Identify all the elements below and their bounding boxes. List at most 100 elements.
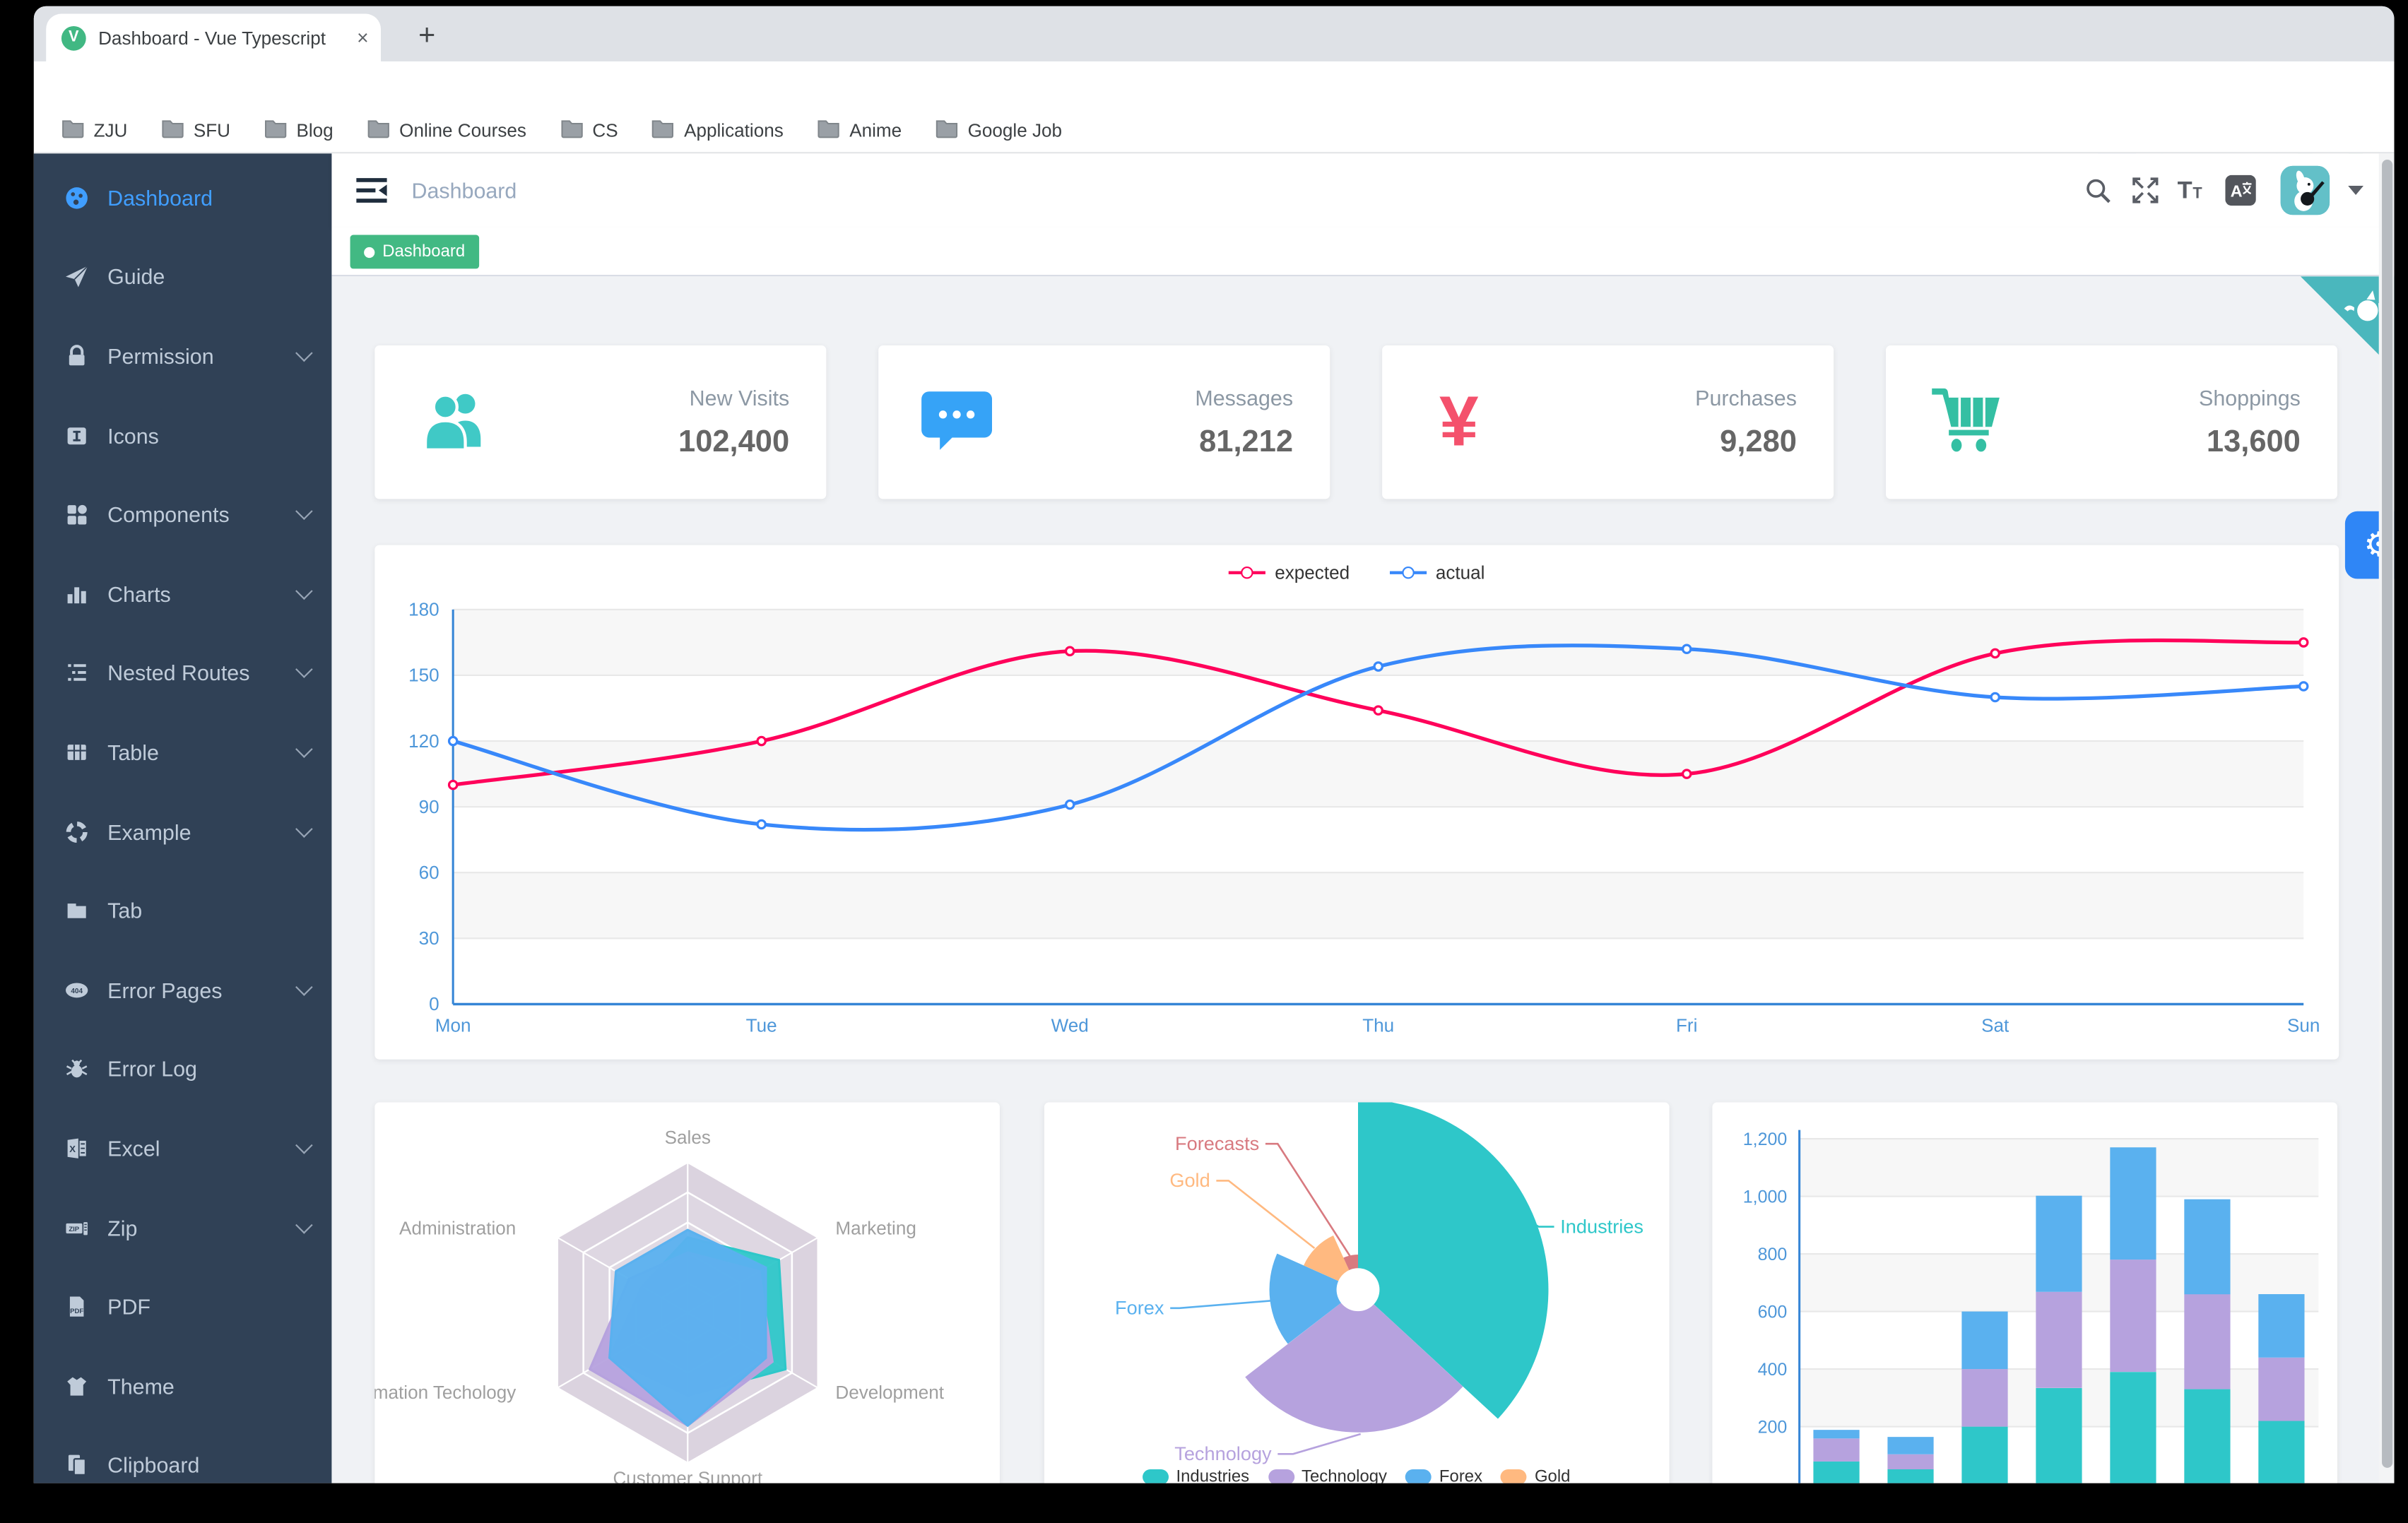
tag-dashboard[interactable]: Dashboard: [350, 235, 479, 269]
bookmark-label: Anime: [849, 119, 902, 141]
pie-chart: Industries Technology Forex Gold Forecasts: [1044, 1099, 1669, 1483]
panel-value: 13,600: [2206, 424, 2301, 458]
svg-text:X: X: [69, 1144, 76, 1154]
fullscreen-icon[interactable]: [2130, 175, 2161, 206]
translate-icon[interactable]: A: [2225, 174, 2256, 206]
sidebar-item-components[interactable]: Components: [34, 475, 332, 554]
excel-icon: X: [64, 1136, 89, 1161]
sidebar-item-nested-routes[interactable]: Nested Routes: [34, 634, 332, 713]
sidebar-item-table[interactable]: Table: [34, 713, 332, 792]
sidebar-item-label: Nested Routes: [107, 660, 250, 686]
sidebar-item-label: Dashboard: [107, 185, 213, 211]
pie-legend-item-forex[interactable]: Forex: [1405, 1468, 1482, 1483]
svg-text:ZIP: ZIP: [69, 1225, 79, 1233]
svg-text:¥: ¥: [1439, 383, 1479, 454]
panel-purchases[interactable]: ¥ Purchases 9,280: [1382, 345, 1834, 499]
sidebar: Dashboard Guide Permission Icons Components C…: [33, 153, 332, 1483]
svg-text:180: 180: [408, 599, 439, 620]
bookmark-item[interactable]: Online Courses: [367, 118, 526, 143]
user-avatar[interactable]: [2280, 165, 2330, 215]
hamburger-icon[interactable]: [356, 177, 387, 204]
pie-legend-item-industries[interactable]: Industries: [1142, 1468, 1249, 1483]
legend-item-actual[interactable]: actual: [1389, 562, 1485, 583]
avatar-caret-icon[interactable]: [2348, 185, 2363, 196]
bookmark-item[interactable]: CS: [560, 118, 618, 143]
scrollbar-thumb[interactable]: [2380, 160, 2392, 1468]
line-chart-legend[interactable]: expected actual: [374, 562, 2339, 583]
svg-text:Forecasts: Forecasts: [1174, 1132, 1258, 1154]
svg-text:Administration: Administration: [399, 1217, 516, 1238]
bookmark-item[interactable]: Blog: [264, 118, 334, 143]
theme-icon: [64, 1374, 89, 1399]
panel-text: Purchases 9,280: [1695, 384, 1797, 460]
svg-text:0: 0: [429, 993, 439, 1014]
new-tab-button[interactable]: +: [418, 20, 436, 52]
bookmark-item[interactable]: ZJU: [61, 118, 127, 143]
pie-chart-legend[interactable]: Industries Technology Forex Gold: [1044, 1468, 1669, 1483]
sidebar-item-label: Components: [107, 502, 230, 527]
svg-text:Gold: Gold: [1169, 1169, 1210, 1191]
svg-text:400: 400: [1758, 1360, 1788, 1380]
dashboard-icon: [64, 186, 89, 211]
legend-chip: [1501, 1469, 1528, 1483]
panel-new-visits[interactable]: New Visits 102,400: [374, 345, 827, 499]
chevron-down-icon: [295, 1216, 313, 1233]
chevron-down-icon: [295, 1136, 313, 1154]
bookmark-item[interactable]: Anime: [818, 118, 902, 143]
sidebar-item-error-pages[interactable]: 404 Error Pages: [34, 950, 332, 1029]
pie-legend-item-gold[interactable]: Gold: [1501, 1468, 1570, 1483]
svg-text:60: 60: [419, 862, 439, 883]
sidebar-item-error-log[interactable]: Error Log: [34, 1029, 332, 1108]
folder-icon: [560, 118, 584, 143]
legend-label: Technology: [1302, 1467, 1388, 1483]
folder-icon: [264, 118, 288, 143]
legend-chip: [1405, 1469, 1432, 1483]
chevron-down-icon: [295, 502, 313, 521]
search-icon[interactable]: [2082, 175, 2113, 206]
svg-text:404: 404: [71, 987, 83, 995]
breadcrumb[interactable]: Dashboard: [411, 178, 517, 203]
svg-text:30: 30: [419, 928, 439, 949]
svg-text:T: T: [2192, 184, 2202, 201]
tab-close-icon[interactable]: ×: [357, 25, 369, 49]
pie-legend-item-technology[interactable]: Technology: [1268, 1468, 1387, 1483]
panel-shoppings[interactable]: Shoppings 13,600: [1886, 345, 2338, 499]
folder-icon: [818, 118, 841, 143]
sidebar-item-excel[interactable]: X Excel: [34, 1109, 332, 1188]
chevron-down-icon: [295, 740, 313, 758]
sidebar-item-charts[interactable]: Charts: [34, 555, 332, 634]
sidebar-item-icons[interactable]: Icons: [34, 396, 332, 475]
sidebar-item-dashboard[interactable]: Dashboard: [34, 158, 332, 237]
panel-value: 102,400: [678, 424, 790, 458]
sidebar-item-clipboard[interactable]: Clipboard: [34, 1426, 332, 1483]
svg-text:Sat: Sat: [1981, 1015, 2009, 1036]
sidebar-item-example[interactable]: Example: [34, 792, 332, 871]
sidebar-item-zip[interactable]: ZIP Zip: [34, 1188, 332, 1267]
sidebar-item-guide[interactable]: Guide: [34, 237, 332, 316]
bug-icon: [64, 1057, 89, 1081]
money-icon: ¥: [1425, 381, 1493, 461]
nested-icon: [64, 660, 89, 685]
legend-marker: [1389, 567, 1427, 579]
bookmark-item[interactable]: Applications: [651, 118, 784, 143]
legend-item-expected[interactable]: expected: [1229, 562, 1350, 583]
panel-messages[interactable]: Messages 81,212: [878, 345, 1330, 499]
sidebar-item-label: Excel: [107, 1136, 160, 1161]
sidebar-item-pdf[interactable]: PDF PDF: [34, 1267, 332, 1346]
favicon-vue-icon: V: [61, 25, 86, 50]
sidebar-item-label: Guide: [107, 264, 165, 290]
legend-chip: [1268, 1469, 1294, 1483]
sidebar-item-permission[interactable]: Permission: [34, 316, 332, 396]
sidebar-item-theme[interactable]: Theme: [34, 1346, 332, 1426]
bookmark-item[interactable]: SFU: [161, 118, 230, 143]
legend-label: Forex: [1439, 1467, 1483, 1483]
sidebar-item-tab[interactable]: Tab: [34, 871, 332, 950]
content: New Visits 102,400 Messages 81,212 ¥ Purchase…: [331, 276, 2395, 1483]
charts-icon: [64, 581, 89, 606]
svg-text:Forex: Forex: [1114, 1296, 1164, 1318]
panel-label: Shoppings: [2199, 384, 2301, 410]
bookmark-item[interactable]: Google Job: [936, 118, 1062, 143]
browser-tab[interactable]: V Dashboard - Vue Typescript Ad ×: [46, 13, 382, 61]
